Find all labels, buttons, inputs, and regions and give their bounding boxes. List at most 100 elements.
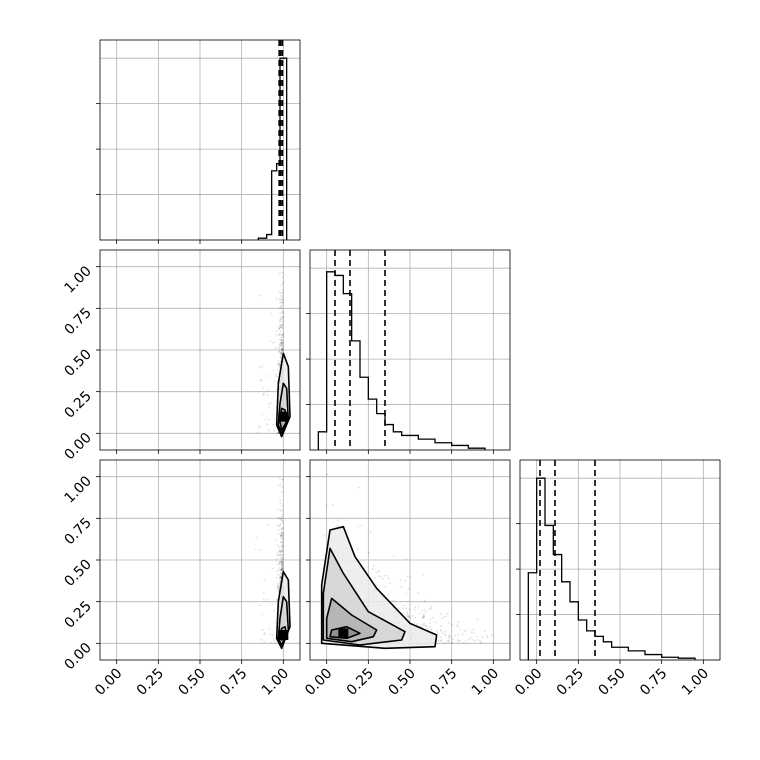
scatter-point	[273, 379, 276, 382]
scatter-point	[280, 352, 283, 355]
scatter-point	[277, 524, 279, 527]
scatter-point	[417, 605, 420, 608]
scatter-point	[281, 334, 284, 337]
scatter-point	[272, 369, 275, 372]
panels-layer: 0.00 0.25 0.50 0.75 1.000.000.250.500.751.00…	[61, 39, 721, 699]
scatter-point	[281, 567, 284, 570]
scatter-point	[282, 531, 284, 534]
scatter-point	[281, 564, 284, 567]
scatter-point	[277, 363, 280, 366]
scatter-point	[279, 356, 282, 359]
scatter-point	[480, 641, 483, 644]
scatter-point	[451, 638, 454, 641]
scatter-point	[280, 325, 283, 328]
scatter-point	[457, 625, 460, 628]
scatter-point	[279, 571, 282, 574]
scatter-point	[258, 294, 261, 297]
histogram-step	[317, 271, 486, 450]
scatter-point	[279, 560, 282, 563]
scatter-point	[281, 347, 284, 350]
scatter-point	[357, 548, 359, 551]
scatter-point	[276, 557, 278, 560]
scatter-point	[432, 616, 434, 619]
scatter-point	[263, 631, 266, 634]
scatter-point	[387, 593, 390, 596]
scatter-point	[255, 536, 258, 539]
scatter-point	[280, 354, 283, 357]
scatter-point	[282, 534, 285, 537]
scatter-point	[441, 632, 444, 635]
scatter-point	[282, 311, 285, 314]
scatter-point	[281, 334, 283, 337]
scatter-point	[282, 549, 284, 552]
histogram-step	[527, 477, 696, 660]
scatter-point	[280, 348, 283, 350]
scatter-point	[404, 579, 407, 582]
scatter-point	[281, 545, 284, 548]
scatter-point	[454, 634, 457, 637]
scatter-point	[425, 625, 428, 628]
scatter-point	[282, 349, 284, 352]
scatter-point	[393, 599, 396, 602]
scatter-point	[263, 392, 265, 395]
scatter-point	[278, 563, 281, 566]
scatter-point	[481, 636, 484, 638]
scatter-point	[407, 614, 410, 617]
scatter-point	[268, 628, 271, 631]
scatter-point	[277, 584, 279, 587]
scatter-point	[277, 588, 280, 591]
scatter-point	[469, 636, 472, 639]
scatter-point	[267, 429, 270, 432]
scatter-point	[266, 375, 269, 377]
scatter-point	[391, 599, 394, 602]
scatter-point	[261, 365, 264, 368]
scatter-point	[278, 363, 281, 365]
density-peak	[278, 630, 289, 640]
scatter-point	[331, 504, 334, 507]
scatter-point	[421, 610, 423, 612]
scatter-point	[279, 550, 282, 553]
scatter-point	[448, 635, 451, 638]
scatter-point	[442, 616, 445, 619]
scatter-point	[281, 288, 284, 291]
scatter-point	[278, 567, 281, 569]
scatter-point	[279, 352, 282, 355]
scatter-point	[280, 292, 282, 294]
scatter-point	[262, 394, 265, 397]
scatter-point	[371, 568, 374, 570]
scatter-point	[277, 346, 280, 349]
histogram-bin	[645, 655, 662, 660]
scatter-point	[416, 623, 419, 626]
scatter-point	[418, 612, 421, 615]
scatter-point	[413, 608, 416, 611]
scatter-point	[373, 577, 376, 579]
histogram-bin	[402, 435, 419, 450]
scatter-point	[471, 638, 474, 641]
scatter-point	[282, 349, 284, 351]
scatter-point	[277, 569, 280, 572]
scatter-point	[279, 534, 282, 537]
scatter-point	[462, 633, 464, 636]
scatter-point	[439, 625, 442, 628]
scatter-point	[473, 639, 476, 642]
scatter-point	[280, 575, 282, 578]
histogram-bin	[267, 235, 272, 240]
scatter-point	[281, 312, 284, 315]
scatter-point	[279, 298, 282, 301]
scatter-point	[281, 349, 284, 352]
scatter-point	[278, 517, 281, 520]
scatter-point	[280, 341, 283, 344]
scatter-point	[386, 574, 389, 577]
scatter-point	[278, 306, 281, 309]
scatter-point	[279, 361, 282, 363]
scatter-point	[278, 577, 281, 579]
scatter-point	[280, 351, 283, 354]
scatter-point	[405, 592, 407, 595]
scatter-point	[281, 334, 284, 337]
scatter-point	[281, 532, 284, 534]
scatter-point	[278, 350, 281, 353]
scatter-point	[278, 272, 281, 275]
scatter-point	[280, 560, 283, 563]
scatter-point	[425, 611, 427, 614]
scatter-point	[399, 585, 402, 588]
